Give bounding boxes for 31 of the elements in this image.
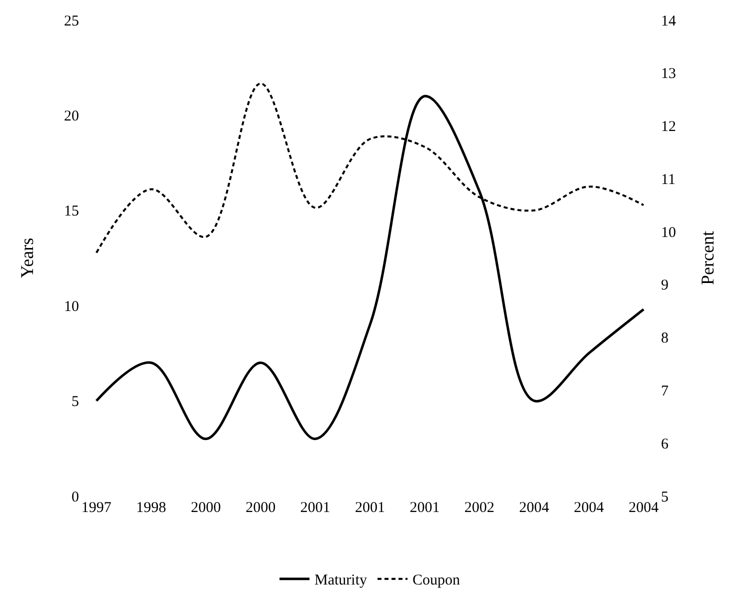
y2-tick-label: 6	[661, 436, 669, 452]
legend-label: Maturity	[314, 572, 368, 589]
y2-tick-label: 10	[661, 224, 676, 241]
y2-tick-label: 14	[661, 13, 676, 30]
x-tick-label: 2000	[246, 500, 276, 516]
y-tick-label: 0	[72, 489, 79, 506]
x-tick-label: 1997	[81, 500, 112, 516]
y-tick-label: 5	[72, 394, 79, 410]
x-tick-label: 2004	[519, 500, 550, 516]
x-tick-label: 2004	[574, 500, 604, 516]
x-tick-label: 2001	[355, 500, 385, 516]
y2-tick-label: 11	[661, 172, 676, 188]
y-tick-label: 15	[64, 204, 79, 220]
y2-tick-label: 7	[661, 383, 669, 400]
y-tick-label: 25	[64, 13, 79, 30]
x-tick-label: 2001	[410, 500, 440, 516]
x-tick-label: 1998	[136, 500, 166, 516]
y2-tick-label: 8	[661, 330, 668, 347]
y2-tick-label: 13	[661, 66, 676, 82]
y2-tick-label: 9	[661, 278, 668, 294]
y-axis-title: Years	[17, 238, 38, 278]
x-tick-label: 2004	[628, 500, 660, 516]
y2-tick-label: 12	[661, 119, 676, 136]
y-tick-label: 20	[64, 108, 79, 124]
x-tick-label: 2001	[300, 500, 330, 516]
x-tick-label: 2000	[190, 500, 221, 516]
x-tick-label: 2002	[464, 500, 494, 516]
y-tick-label: 10	[64, 298, 79, 315]
legend-label: Coupon	[412, 572, 460, 589]
y2-tick-label: 5	[661, 489, 668, 506]
y2-axis-title: Percent	[698, 231, 718, 285]
